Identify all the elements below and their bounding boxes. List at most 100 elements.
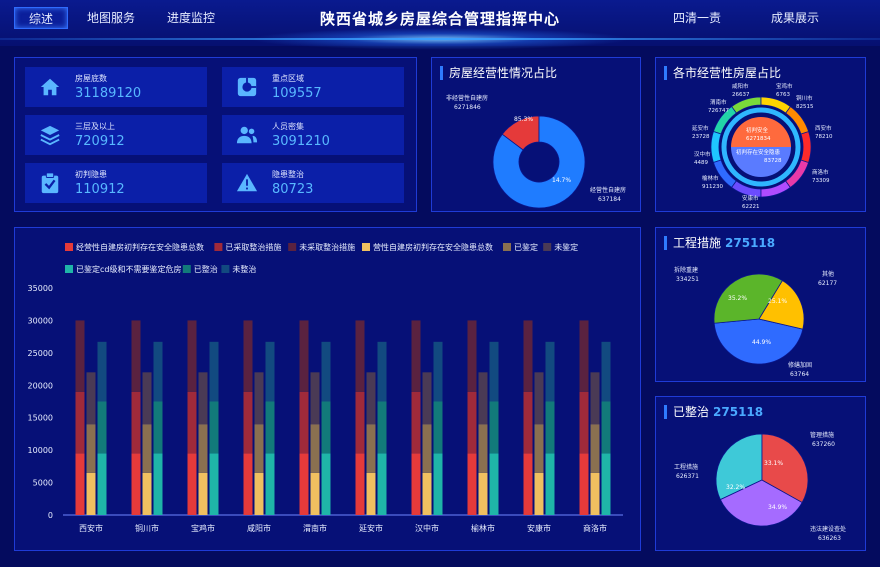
legend-label[interactable]: 未鉴定	[554, 242, 578, 252]
bar-segment[interactable]	[321, 401, 331, 454]
bar-segment[interactable]	[310, 372, 320, 425]
bar-segment[interactable]	[377, 401, 387, 454]
bar-segment[interactable]	[131, 453, 141, 515]
bar-segment[interactable]	[590, 424, 600, 473]
pie-slice-渭南市[interactable]	[712, 105, 737, 135]
legend-label[interactable]: 已鉴定	[514, 242, 538, 252]
bar-segment[interactable]	[142, 472, 152, 515]
bar-segment[interactable]	[254, 424, 264, 473]
bar-segment[interactable]	[366, 372, 376, 425]
bar-segment[interactable]	[97, 341, 107, 402]
bar-segment[interactable]	[601, 341, 611, 402]
bar-segment[interactable]	[209, 401, 219, 454]
bar-segment[interactable]	[579, 453, 589, 515]
pie-slice-汉中市[interactable]	[712, 159, 737, 189]
bar-segment[interactable]	[489, 401, 499, 454]
bar-segment[interactable]	[523, 320, 533, 392]
stat-card-initial-hazard[interactable]: 初判隐患 110912	[25, 163, 207, 203]
bar-segment[interactable]	[478, 472, 488, 515]
bar-segment[interactable]	[299, 391, 309, 454]
pie-slice-管理措施[interactable]	[761, 433, 809, 503]
bar-segment[interactable]	[478, 372, 488, 425]
bar-segment[interactable]	[467, 320, 477, 392]
pie-slice-违法建设查处[interactable]	[719, 479, 803, 527]
bar-segment[interactable]	[422, 424, 432, 473]
bar-segment[interactable]	[142, 424, 152, 473]
pie-slice-安康市[interactable]	[760, 180, 791, 198]
bar-segment[interactable]	[243, 320, 253, 392]
bar-segment[interactable]	[209, 453, 219, 515]
bar-segment[interactable]	[75, 320, 85, 392]
bar-segment[interactable]	[310, 472, 320, 515]
bar-segment[interactable]	[601, 453, 611, 515]
legend-label[interactable]: 已采取整治措施	[225, 242, 281, 252]
pie-slice-宝鸡市[interactable]	[760, 96, 791, 114]
bar-segment[interactable]	[86, 424, 96, 473]
bar-segment[interactable]	[411, 453, 421, 515]
nav-map-service[interactable]: 地图服务	[86, 11, 135, 25]
bar-segment[interactable]	[131, 391, 141, 454]
bar-segment[interactable]	[153, 401, 163, 454]
bar-segment[interactable]	[545, 341, 555, 402]
bar-segment[interactable]	[523, 391, 533, 454]
bar-segment[interactable]	[422, 472, 432, 515]
bar-segment[interactable]	[355, 391, 365, 454]
bar-segment[interactable]	[366, 472, 376, 515]
bar-segment[interactable]	[355, 320, 365, 392]
stat-card-crowded[interactable]: 人员密集 3091210	[222, 115, 404, 155]
bar-segment[interactable]	[321, 453, 331, 515]
stat-card-key-area[interactable]: 重点区域 109557	[222, 67, 404, 107]
pie-slice-西安市[interactable]	[800, 131, 812, 163]
bar-segment[interactable]	[422, 372, 432, 425]
pie-slice-商洛市[interactable]	[785, 159, 810, 189]
bar-segment[interactable]	[321, 341, 331, 402]
nav-four-clear[interactable]: 四清一责	[672, 11, 721, 25]
bar-segment[interactable]	[265, 453, 275, 515]
pie-slice-延安市[interactable]	[710, 131, 722, 163]
bar-segment[interactable]	[75, 453, 85, 515]
legend-label[interactable]: 未整治	[232, 264, 256, 274]
bar-segment[interactable]	[355, 453, 365, 515]
bar-segment[interactable]	[243, 391, 253, 454]
bar-segment[interactable]	[299, 453, 309, 515]
bar-segment[interactable]	[265, 401, 275, 454]
nav-overview[interactable]: 综述	[14, 7, 68, 29]
bar-segment[interactable]	[467, 391, 477, 454]
bar-segment[interactable]	[411, 391, 421, 454]
bar-segment[interactable]	[198, 372, 208, 425]
bar-segment[interactable]	[75, 391, 85, 454]
bar-segment[interactable]	[478, 424, 488, 473]
bar-segment[interactable]	[187, 391, 197, 454]
pie-slice-修缮加固[interactable]	[713, 318, 804, 365]
bar-segment[interactable]	[433, 401, 443, 454]
bar-segment[interactable]	[433, 453, 443, 515]
bar-segment[interactable]	[523, 453, 533, 515]
bar-segment[interactable]	[198, 424, 208, 473]
bar-segment[interactable]	[86, 372, 96, 425]
bar-segment[interactable]	[299, 320, 309, 392]
bar-segment[interactable]	[153, 453, 163, 515]
stat-card-house-count[interactable]: 房屋底数 31189120	[25, 67, 207, 107]
bar-segment[interactable]	[254, 372, 264, 425]
stat-card-hazard-fix[interactable]: 隐患整治 80723	[222, 163, 404, 203]
bar-segment[interactable]	[590, 372, 600, 425]
bar-segment[interactable]	[545, 401, 555, 454]
bar-segment[interactable]	[142, 372, 152, 425]
bar-segment[interactable]	[198, 472, 208, 515]
bar-segment[interactable]	[489, 453, 499, 515]
bar-segment[interactable]	[579, 320, 589, 392]
bar-segment[interactable]	[254, 472, 264, 515]
legend-label[interactable]: 经营性自建房初判存在安全隐患总数	[76, 242, 204, 252]
bar-segment[interactable]	[467, 453, 477, 515]
bar-segment[interactable]	[534, 472, 544, 515]
bar-segment[interactable]	[590, 472, 600, 515]
legend-label[interactable]: 未采取整治措施	[299, 242, 355, 252]
bar-segment[interactable]	[265, 341, 275, 402]
pie-slice-其他[interactable]	[758, 280, 805, 330]
bar-segment[interactable]	[86, 472, 96, 515]
stat-card-three-floors[interactable]: 三层及以上 720912	[25, 115, 207, 155]
bar-segment[interactable]	[433, 341, 443, 402]
bar-segment[interactable]	[377, 453, 387, 515]
bar-segment[interactable]	[579, 391, 589, 454]
pie-slice-铜川市[interactable]	[785, 105, 810, 135]
